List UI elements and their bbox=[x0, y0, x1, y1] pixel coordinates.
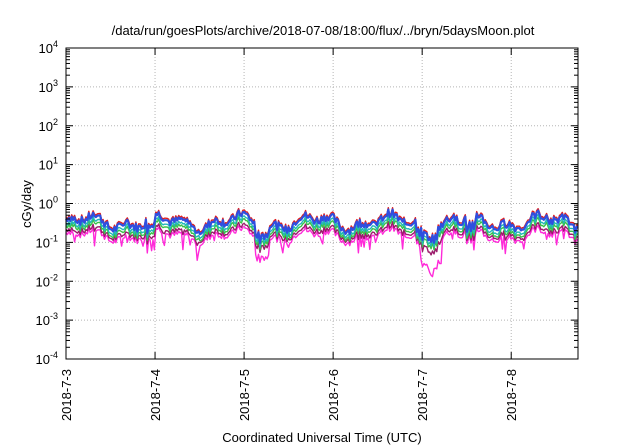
y-tick-label: 103 bbox=[39, 78, 58, 95]
y-tick-base: 10 bbox=[39, 80, 53, 95]
series-line bbox=[65, 208, 579, 245]
y-tick-base: 10 bbox=[36, 274, 50, 289]
y-tick-base: 10 bbox=[36, 352, 50, 367]
series-line bbox=[65, 212, 579, 248]
x-tick-label: 2018-7-3 bbox=[59, 369, 74, 421]
y-tick-base: 10 bbox=[39, 41, 53, 56]
y-tick-exponent: 1 bbox=[53, 156, 58, 166]
ticks bbox=[65, 47, 578, 360]
x-axis-label: Coordinated Universal Time (UTC) bbox=[222, 430, 421, 445]
x-tick-label: 2018-7-5 bbox=[237, 369, 252, 421]
y-tick-label: 104 bbox=[39, 39, 58, 56]
series-line bbox=[65, 224, 579, 278]
y-tick-exponent: 4 bbox=[53, 39, 58, 49]
y-tick-exponent: 2 bbox=[53, 117, 58, 127]
x-tick-label: 2018-7-8 bbox=[504, 369, 519, 421]
y-tick-base: 10 bbox=[39, 158, 53, 173]
y-tick-base: 10 bbox=[39, 119, 53, 134]
y-tick-label: 102 bbox=[39, 117, 58, 134]
chart-title: /data/run/goesPlots/archive/2018-07-08/1… bbox=[112, 23, 535, 38]
y-tick-exponent: -1 bbox=[50, 233, 58, 243]
y-tick-exponent: -2 bbox=[50, 272, 58, 282]
y-tick-label: 10-4 bbox=[36, 350, 58, 367]
y-tick-base: 10 bbox=[36, 235, 50, 250]
series-group bbox=[65, 206, 579, 278]
x-tick-label: 2018-7-7 bbox=[415, 369, 430, 421]
y-tick-label: 10-3 bbox=[36, 311, 58, 328]
x-tick-labels: 2018-7-3 2018-7-4 2018-7-5 2018-7-6 2018-7-7… bbox=[59, 369, 519, 421]
x-tick-label: 2018-7-4 bbox=[148, 369, 163, 421]
y-tick-base: 10 bbox=[39, 197, 53, 212]
y-tick-label: 101 bbox=[39, 156, 58, 173]
y-tick-exponent: 3 bbox=[53, 78, 58, 88]
y-tick-exponent: 0 bbox=[53, 195, 58, 205]
y-tick-base: 10 bbox=[36, 313, 50, 328]
grid bbox=[66, 48, 578, 359]
series-line bbox=[65, 220, 579, 256]
x-tick-label: 2018-7-6 bbox=[326, 369, 341, 421]
y-tick-exponent: -4 bbox=[50, 350, 58, 360]
y-axis-label: cGy/day bbox=[19, 180, 34, 228]
series-line bbox=[65, 215, 579, 251]
y-tick-label: 100 bbox=[39, 195, 58, 212]
y-tick-exponent: -3 bbox=[50, 311, 58, 321]
y-tick-label: 10-1 bbox=[36, 233, 58, 250]
y-tick-label: 10-2 bbox=[36, 272, 58, 289]
